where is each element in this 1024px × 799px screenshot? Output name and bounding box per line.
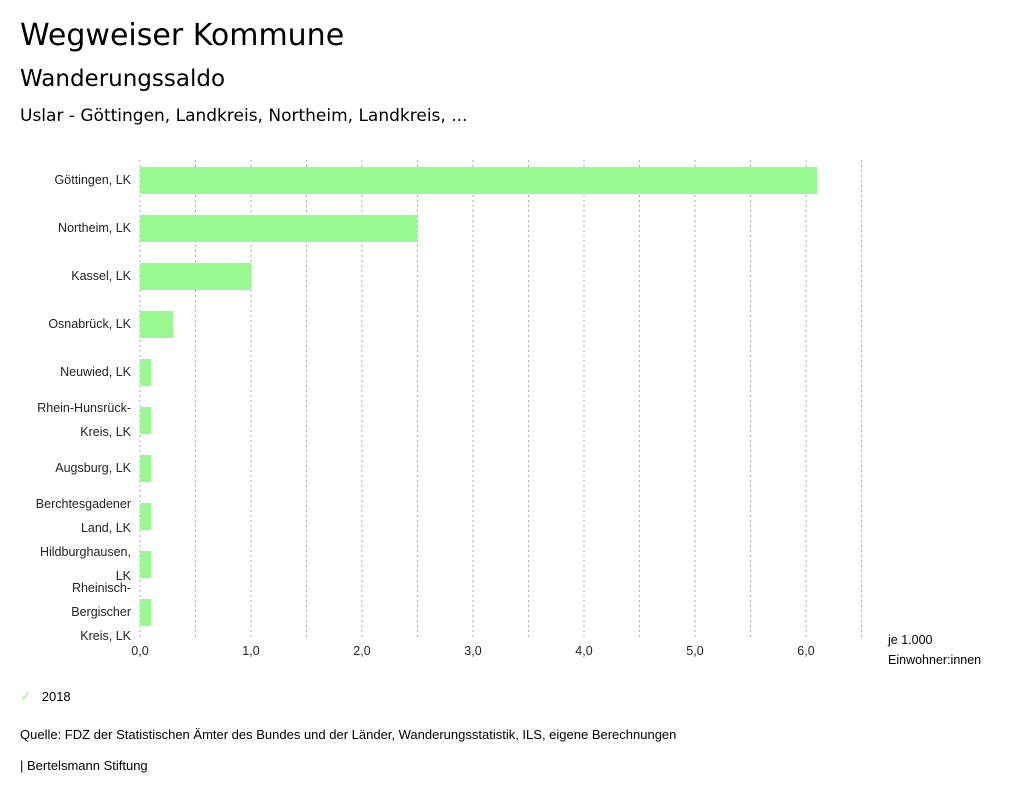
bar xyxy=(140,551,152,578)
chart-subtitle: Wanderungssaldo xyxy=(20,66,226,92)
y-category-label: Kreis, LK xyxy=(80,425,131,439)
x-axis-unit: je 1.000 Einwohner:innen xyxy=(888,630,981,670)
x-tick-label: 2,0 xyxy=(353,644,370,658)
bar xyxy=(140,407,152,434)
bar-chart: 0,0 1,0 2,0 3,0 4,0 5,0 6,0 Göttingen, LK Northe… xyxy=(36,160,862,658)
bar xyxy=(140,167,818,194)
page-title: Wegweiser Kommune xyxy=(20,18,345,53)
y-category-label: Berchtesgadener xyxy=(36,497,131,511)
x-tick-label: 5,0 xyxy=(686,644,703,658)
bar xyxy=(140,599,152,626)
y-category-label: Neuwied, LK xyxy=(60,365,132,379)
y-category-label: Land, LK xyxy=(81,521,132,535)
y-category-label: Rheinisch- xyxy=(72,581,131,595)
y-category-label: Bergischer xyxy=(71,605,131,619)
y-category-label: Osnabrück, LK xyxy=(48,317,131,331)
bar xyxy=(140,263,251,290)
y-category-label: Rhein-Hunsrück- xyxy=(37,401,131,415)
y-category-label: Kassel, LK xyxy=(71,269,131,283)
x-tick-label: 0,0 xyxy=(131,644,148,658)
x-tick-label: 6,0 xyxy=(797,644,814,658)
x-tick-label: 4,0 xyxy=(575,644,592,658)
x-tick-label: 1,0 xyxy=(242,644,259,658)
y-category-label: Northeim, LK xyxy=(58,221,132,235)
legend-item-2018[interactable]: ✓ 2018 xyxy=(20,688,71,705)
source-note: Quelle: FDZ der Statistischen Ämter des … xyxy=(20,727,677,742)
bar xyxy=(140,455,152,482)
bar xyxy=(140,503,152,530)
y-category-label: Augsburg, LK xyxy=(55,461,131,475)
x-tick-label: 3,0 xyxy=(464,644,481,658)
bar xyxy=(140,359,152,386)
unit-line-1: je 1.000 xyxy=(888,633,933,647)
bar xyxy=(140,311,174,338)
y-category-label: Göttingen, LK xyxy=(55,173,132,187)
legend-label: 2018 xyxy=(41,689,71,704)
unit-line-2: Einwohner:innen xyxy=(888,653,982,667)
y-category-label: Kreis, LK xyxy=(80,629,131,643)
region-label: Uslar - Göttingen, Landkreis, Northeim, … xyxy=(20,106,468,126)
bar xyxy=(140,215,418,242)
y-category-label: LK xyxy=(116,569,132,583)
brand-note: | Bertelsmann Stiftung xyxy=(20,758,148,773)
check-icon: ✓ xyxy=(20,688,32,704)
y-category-label: Hildburghausen, xyxy=(40,545,131,559)
